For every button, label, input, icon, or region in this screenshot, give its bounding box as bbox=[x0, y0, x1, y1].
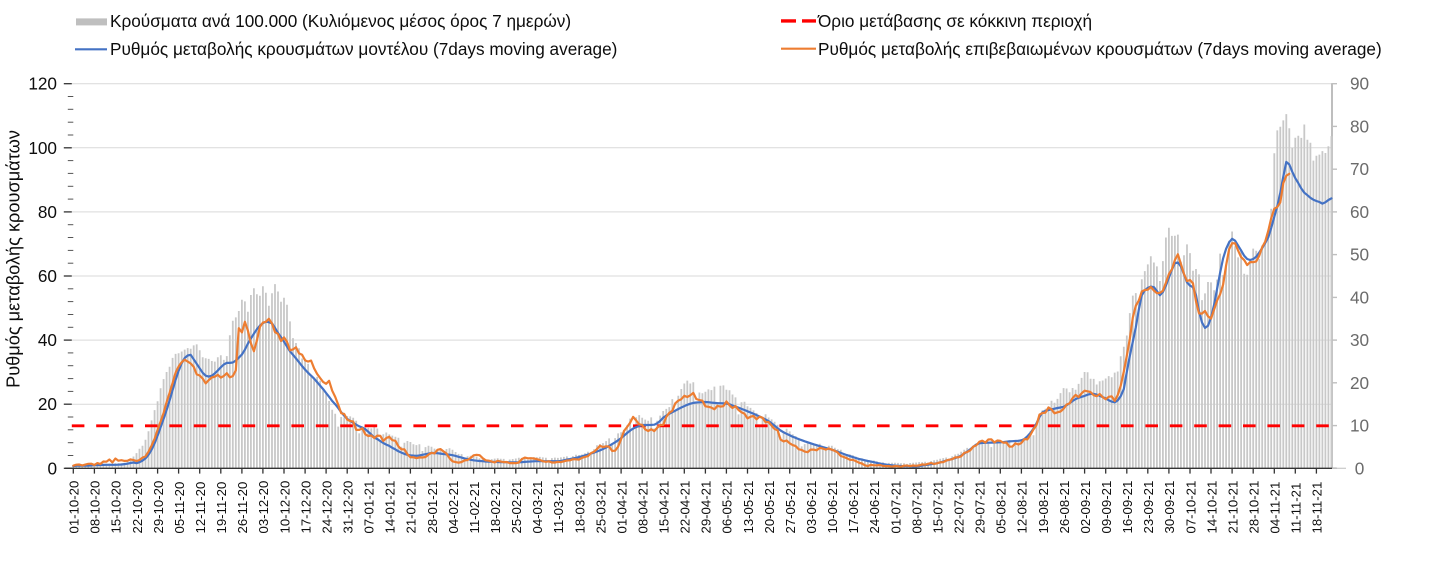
svg-text:100: 100 bbox=[28, 138, 57, 158]
svg-text:20: 20 bbox=[1350, 373, 1369, 393]
svg-text:40: 40 bbox=[1350, 287, 1369, 307]
svg-text:29-10-20: 29-10-20 bbox=[151, 481, 166, 534]
svg-text:15-10-20: 15-10-20 bbox=[109, 481, 124, 534]
svg-text:10-12-20: 10-12-20 bbox=[277, 481, 292, 534]
svg-text:17-06-21: 17-06-21 bbox=[846, 481, 861, 534]
svg-text:24-12-20: 24-12-20 bbox=[319, 481, 334, 534]
svg-text:20-05-21: 20-05-21 bbox=[762, 481, 777, 534]
svg-text:05-08-21: 05-08-21 bbox=[994, 481, 1009, 534]
svg-text:24-06-21: 24-06-21 bbox=[867, 481, 882, 534]
svg-text:08-10-20: 08-10-20 bbox=[88, 481, 103, 534]
svg-text:60: 60 bbox=[1350, 202, 1369, 222]
svg-text:11-03-21: 11-03-21 bbox=[551, 482, 566, 534]
svg-text:16-09-21: 16-09-21 bbox=[1120, 481, 1135, 534]
svg-text:20: 20 bbox=[38, 394, 57, 414]
svg-text:12-08-21: 12-08-21 bbox=[1015, 481, 1030, 534]
svg-text:80: 80 bbox=[1350, 116, 1369, 136]
svg-text:90: 90 bbox=[1350, 74, 1369, 94]
svg-text:Ρυθμός μεταβολής κρουσμάτων μο: Ρυθμός μεταβολής κρουσμάτων μοντέλου (7d… bbox=[110, 39, 617, 59]
svg-text:04-02-21: 04-02-21 bbox=[446, 481, 461, 534]
svg-text:27-05-21: 27-05-21 bbox=[783, 481, 798, 534]
svg-text:70: 70 bbox=[1350, 159, 1369, 179]
svg-text:28-10-21: 28-10-21 bbox=[1247, 481, 1262, 534]
svg-text:22-07-21: 22-07-21 bbox=[952, 481, 967, 534]
svg-text:12-11-20: 12-11-20 bbox=[193, 482, 208, 534]
svg-text:80: 80 bbox=[38, 202, 57, 222]
svg-text:17-12-20: 17-12-20 bbox=[298, 481, 313, 534]
svg-text:Όριο μετάβασης σε κόκκινη περι: Όριο μετάβασης σε κόκκινη περιοχή bbox=[817, 11, 1092, 31]
svg-text:26-08-21: 26-08-21 bbox=[1057, 481, 1072, 534]
svg-text:18-02-21: 18-02-21 bbox=[488, 481, 503, 534]
svg-text:01-07-21: 01-07-21 bbox=[888, 481, 903, 534]
svg-text:09-09-21: 09-09-21 bbox=[1099, 481, 1114, 534]
svg-text:18-03-21: 18-03-21 bbox=[572, 481, 587, 534]
svg-text:30: 30 bbox=[1350, 330, 1369, 350]
svg-text:21-01-21: 21-01-21 bbox=[404, 481, 419, 534]
svg-text:50: 50 bbox=[1350, 245, 1369, 265]
svg-text:14-10-21: 14-10-21 bbox=[1204, 481, 1219, 534]
svg-text:08-04-21: 08-04-21 bbox=[636, 481, 651, 534]
svg-text:19-11-20: 19-11-20 bbox=[214, 482, 229, 534]
svg-text:03-12-20: 03-12-20 bbox=[256, 481, 271, 534]
svg-text:10: 10 bbox=[1350, 416, 1369, 436]
svg-text:18-11-21: 18-11-21 bbox=[1310, 482, 1325, 534]
svg-text:10-06-21: 10-06-21 bbox=[825, 481, 840, 534]
svg-text:Ρυθμός μεταβολής επιβεβαιωμένω: Ρυθμός μεταβολής επιβεβαιωμένων κρουσμάτ… bbox=[818, 39, 1382, 59]
svg-text:29-04-21: 29-04-21 bbox=[699, 481, 714, 534]
svg-text:13-05-21: 13-05-21 bbox=[741, 481, 756, 534]
svg-text:30-09-21: 30-09-21 bbox=[1162, 481, 1177, 534]
svg-text:04-11-21: 04-11-21 bbox=[1268, 482, 1283, 534]
svg-text:04-03-21: 04-03-21 bbox=[530, 481, 545, 534]
svg-text:06-05-21: 06-05-21 bbox=[720, 481, 735, 534]
svg-text:19-08-21: 19-08-21 bbox=[1036, 481, 1051, 534]
svg-text:22-10-20: 22-10-20 bbox=[130, 481, 145, 534]
svg-text:25-02-21: 25-02-21 bbox=[509, 481, 524, 534]
svg-text:26-11-20: 26-11-20 bbox=[235, 482, 250, 534]
svg-text:60: 60 bbox=[38, 266, 57, 286]
svg-text:22-04-21: 22-04-21 bbox=[678, 481, 693, 534]
svg-text:11-02-21: 11-02-21 bbox=[467, 482, 482, 534]
svg-text:02-09-21: 02-09-21 bbox=[1078, 481, 1093, 534]
svg-text:07-10-21: 07-10-21 bbox=[1183, 481, 1198, 534]
svg-text:29-07-21: 29-07-21 bbox=[973, 481, 988, 534]
svg-text:Ρυθμός μεταβολής κρουσμάτων: Ρυθμός μεταβολής κρουσμάτων bbox=[3, 130, 23, 388]
svg-text:05-11-20: 05-11-20 bbox=[172, 482, 187, 534]
svg-text:Κρούσματα ανά 100.000 (Κυλιόμε: Κρούσματα ανά 100.000 (Κυλιόμενος μέσος … bbox=[110, 11, 571, 31]
svg-text:07-01-21: 07-01-21 bbox=[362, 481, 377, 534]
svg-text:28-01-21: 28-01-21 bbox=[425, 481, 440, 534]
svg-text:0: 0 bbox=[1355, 458, 1365, 478]
svg-text:25-03-21: 25-03-21 bbox=[593, 481, 608, 534]
svg-text:11-11-21: 11-11-21 bbox=[1289, 483, 1304, 534]
svg-text:21-10-21: 21-10-21 bbox=[1225, 481, 1240, 534]
svg-text:01-10-20: 01-10-20 bbox=[67, 481, 82, 534]
svg-text:14-01-21: 14-01-21 bbox=[383, 481, 398, 534]
svg-text:08-07-21: 08-07-21 bbox=[909, 481, 924, 534]
svg-text:01-04-21: 01-04-21 bbox=[614, 481, 629, 534]
svg-text:31-12-20: 31-12-20 bbox=[341, 481, 356, 534]
svg-text:15-04-21: 15-04-21 bbox=[657, 481, 672, 534]
svg-text:40: 40 bbox=[38, 330, 57, 350]
svg-text:120: 120 bbox=[28, 74, 57, 94]
svg-text:15-07-21: 15-07-21 bbox=[930, 481, 945, 534]
svg-text:0: 0 bbox=[47, 458, 57, 478]
svg-text:23-09-21: 23-09-21 bbox=[1141, 481, 1156, 534]
svg-text:03-06-21: 03-06-21 bbox=[804, 481, 819, 534]
